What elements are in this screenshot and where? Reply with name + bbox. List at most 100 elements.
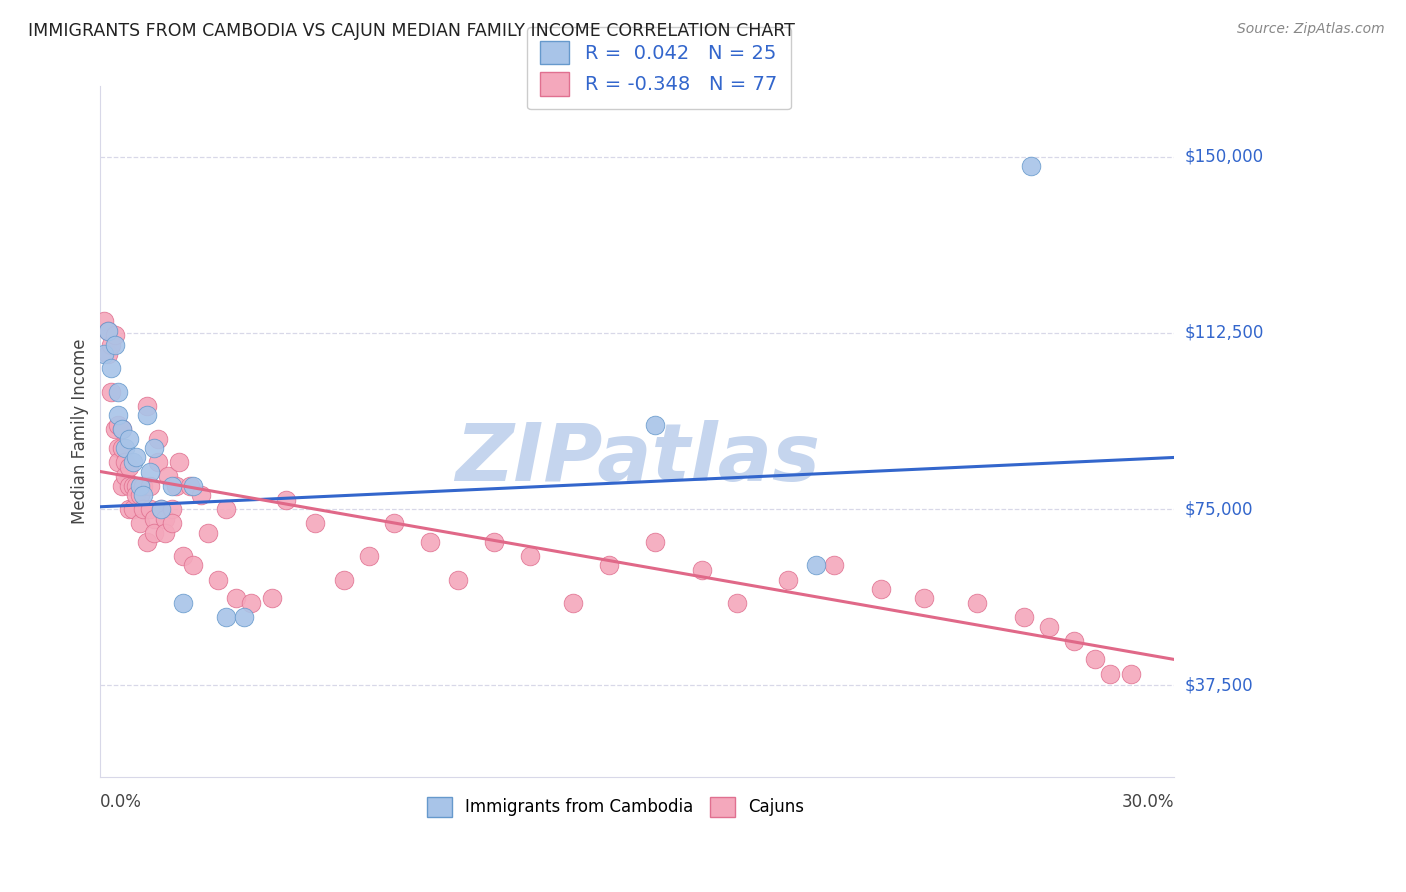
Point bbox=[118, 478, 141, 492]
Text: $150,000: $150,000 bbox=[1185, 148, 1264, 166]
Text: Source: ZipAtlas.com: Source: ZipAtlas.com bbox=[1237, 22, 1385, 37]
Point bbox=[304, 516, 326, 531]
Point bbox=[1063, 633, 1085, 648]
Point bbox=[183, 558, 205, 573]
Text: 30.0%: 30.0% bbox=[1122, 793, 1174, 812]
Point bbox=[153, 511, 176, 525]
Point bbox=[1098, 666, 1121, 681]
Point bbox=[153, 525, 176, 540]
Point bbox=[172, 596, 194, 610]
Point bbox=[111, 422, 134, 436]
Point bbox=[128, 488, 150, 502]
Point bbox=[107, 441, 129, 455]
Point bbox=[139, 478, 162, 492]
Point bbox=[519, 549, 541, 563]
Point bbox=[382, 516, 405, 531]
Text: $112,500: $112,500 bbox=[1185, 324, 1264, 342]
Text: $37,500: $37,500 bbox=[1185, 676, 1254, 694]
Point bbox=[447, 573, 470, 587]
Text: ZIPatlas: ZIPatlas bbox=[454, 420, 820, 499]
Point bbox=[132, 502, 155, 516]
Point bbox=[776, 573, 799, 587]
Point bbox=[118, 459, 141, 474]
Point bbox=[912, 591, 935, 606]
Text: IMMIGRANTS FROM CAMBODIA VS CAJUN MEDIAN FAMILY INCOME CORRELATION CHART: IMMIGRANTS FROM CAMBODIA VS CAJUN MEDIAN… bbox=[28, 22, 794, 40]
Point bbox=[107, 455, 129, 469]
Point bbox=[332, 573, 354, 587]
Point bbox=[232, 610, 254, 624]
Point bbox=[118, 502, 141, 516]
Point bbox=[146, 432, 169, 446]
Point bbox=[118, 432, 141, 446]
Point bbox=[172, 549, 194, 563]
Point bbox=[132, 478, 155, 492]
Point bbox=[1012, 610, 1035, 624]
Point bbox=[125, 478, 148, 492]
Point bbox=[143, 525, 166, 540]
Point bbox=[111, 422, 134, 436]
Point bbox=[262, 591, 284, 606]
Point bbox=[183, 478, 205, 492]
Point bbox=[357, 549, 380, 563]
Point bbox=[128, 516, 150, 531]
Point bbox=[214, 502, 236, 516]
Point bbox=[135, 408, 157, 422]
Point bbox=[107, 408, 129, 422]
Point bbox=[160, 502, 183, 516]
Point bbox=[139, 465, 162, 479]
Point bbox=[146, 455, 169, 469]
Point bbox=[121, 502, 143, 516]
Point bbox=[419, 535, 441, 549]
Point bbox=[1019, 159, 1042, 173]
Point bbox=[128, 478, 150, 492]
Point bbox=[104, 328, 127, 343]
Point bbox=[482, 535, 505, 549]
Point bbox=[644, 535, 666, 549]
Point bbox=[160, 516, 183, 531]
Point bbox=[276, 492, 298, 507]
Point bbox=[143, 511, 166, 525]
Point bbox=[190, 488, 212, 502]
Point bbox=[1121, 666, 1143, 681]
Point bbox=[93, 347, 115, 361]
Point bbox=[139, 502, 162, 516]
Legend: Immigrants from Cambodia, Cajuns: Immigrants from Cambodia, Cajuns bbox=[420, 790, 811, 824]
Point bbox=[121, 455, 143, 469]
Point bbox=[96, 324, 118, 338]
Point bbox=[104, 422, 127, 436]
Point bbox=[1038, 619, 1060, 633]
Y-axis label: Median Family Income: Median Family Income bbox=[72, 339, 89, 524]
Point bbox=[107, 384, 129, 399]
Point bbox=[869, 582, 891, 596]
Point bbox=[143, 441, 166, 455]
Point bbox=[132, 488, 155, 502]
Point bbox=[114, 441, 136, 455]
Point bbox=[157, 469, 180, 483]
Text: 0.0%: 0.0% bbox=[100, 793, 142, 812]
Point bbox=[966, 596, 988, 610]
Point bbox=[1084, 652, 1107, 666]
Point bbox=[111, 441, 134, 455]
Point bbox=[121, 478, 143, 492]
Point bbox=[690, 563, 713, 577]
Point bbox=[806, 558, 828, 573]
Point bbox=[150, 502, 173, 516]
Point bbox=[104, 337, 127, 351]
Point bbox=[179, 478, 201, 492]
Point bbox=[239, 596, 262, 610]
Text: $75,000: $75,000 bbox=[1185, 500, 1253, 518]
Point bbox=[114, 469, 136, 483]
Point bbox=[125, 450, 148, 465]
Point bbox=[644, 417, 666, 432]
Point bbox=[96, 324, 118, 338]
Point bbox=[114, 455, 136, 469]
Point bbox=[150, 502, 173, 516]
Point bbox=[207, 573, 229, 587]
Point bbox=[197, 525, 219, 540]
Point bbox=[214, 610, 236, 624]
Point bbox=[107, 417, 129, 432]
Point bbox=[160, 478, 183, 492]
Point bbox=[135, 399, 157, 413]
Point bbox=[96, 347, 118, 361]
Point bbox=[823, 558, 845, 573]
